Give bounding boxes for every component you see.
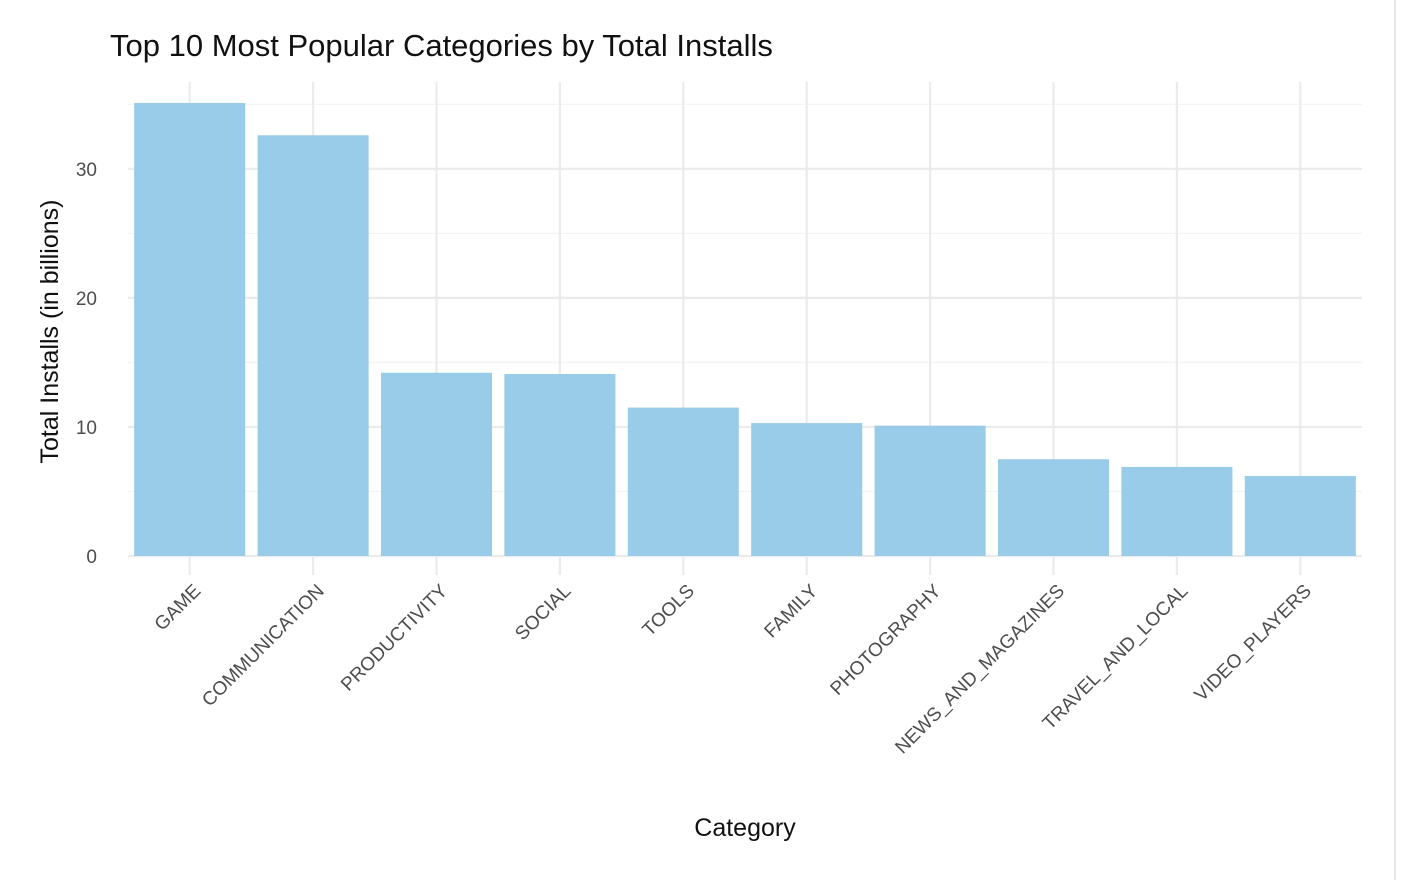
bar-social: [504, 374, 616, 556]
bar-communication: [257, 135, 369, 556]
x-tick-label: TOOLS: [639, 581, 699, 641]
bar-travel-and-local: [1121, 466, 1233, 556]
x-tick-label: TRAVEL_AND_LOCAL: [1039, 581, 1192, 734]
bar-news-and-magazines: [997, 459, 1110, 556]
y-tick-labels: 0 10 20 30: [76, 160, 97, 568]
x-tick-label: PHOTOGRAPHY: [827, 580, 946, 699]
x-axis-title: Category: [694, 814, 796, 842]
x-tick-label: VIDEO_PLAYERS: [1191, 581, 1316, 706]
x-tick-label: PRODUCTIVITY: [337, 580, 452, 695]
bars: [134, 103, 1356, 556]
x-tick-label: FAMILY: [761, 580, 823, 642]
y-tick-label: 10: [76, 418, 97, 439]
x-tick-label: COMMUNICATION: [198, 581, 328, 711]
bar-tools: [627, 407, 739, 556]
y-tick-label: 20: [76, 289, 97, 310]
bar-game: [134, 103, 246, 556]
y-axis-title: Total Installs (in billions): [36, 200, 64, 464]
chart-title: Top 10 Most Popular Categories by Total …: [110, 28, 773, 63]
x-tick-label: SOCIAL: [511, 581, 575, 645]
bar-family: [751, 423, 863, 556]
bar-video-players: [1244, 475, 1356, 556]
x-tick-label: GAME: [151, 581, 205, 635]
y-tick-label: 30: [76, 160, 97, 181]
bar-productivity: [380, 372, 493, 556]
y-tick-label: 0: [86, 547, 97, 568]
bar-photography: [874, 425, 986, 556]
